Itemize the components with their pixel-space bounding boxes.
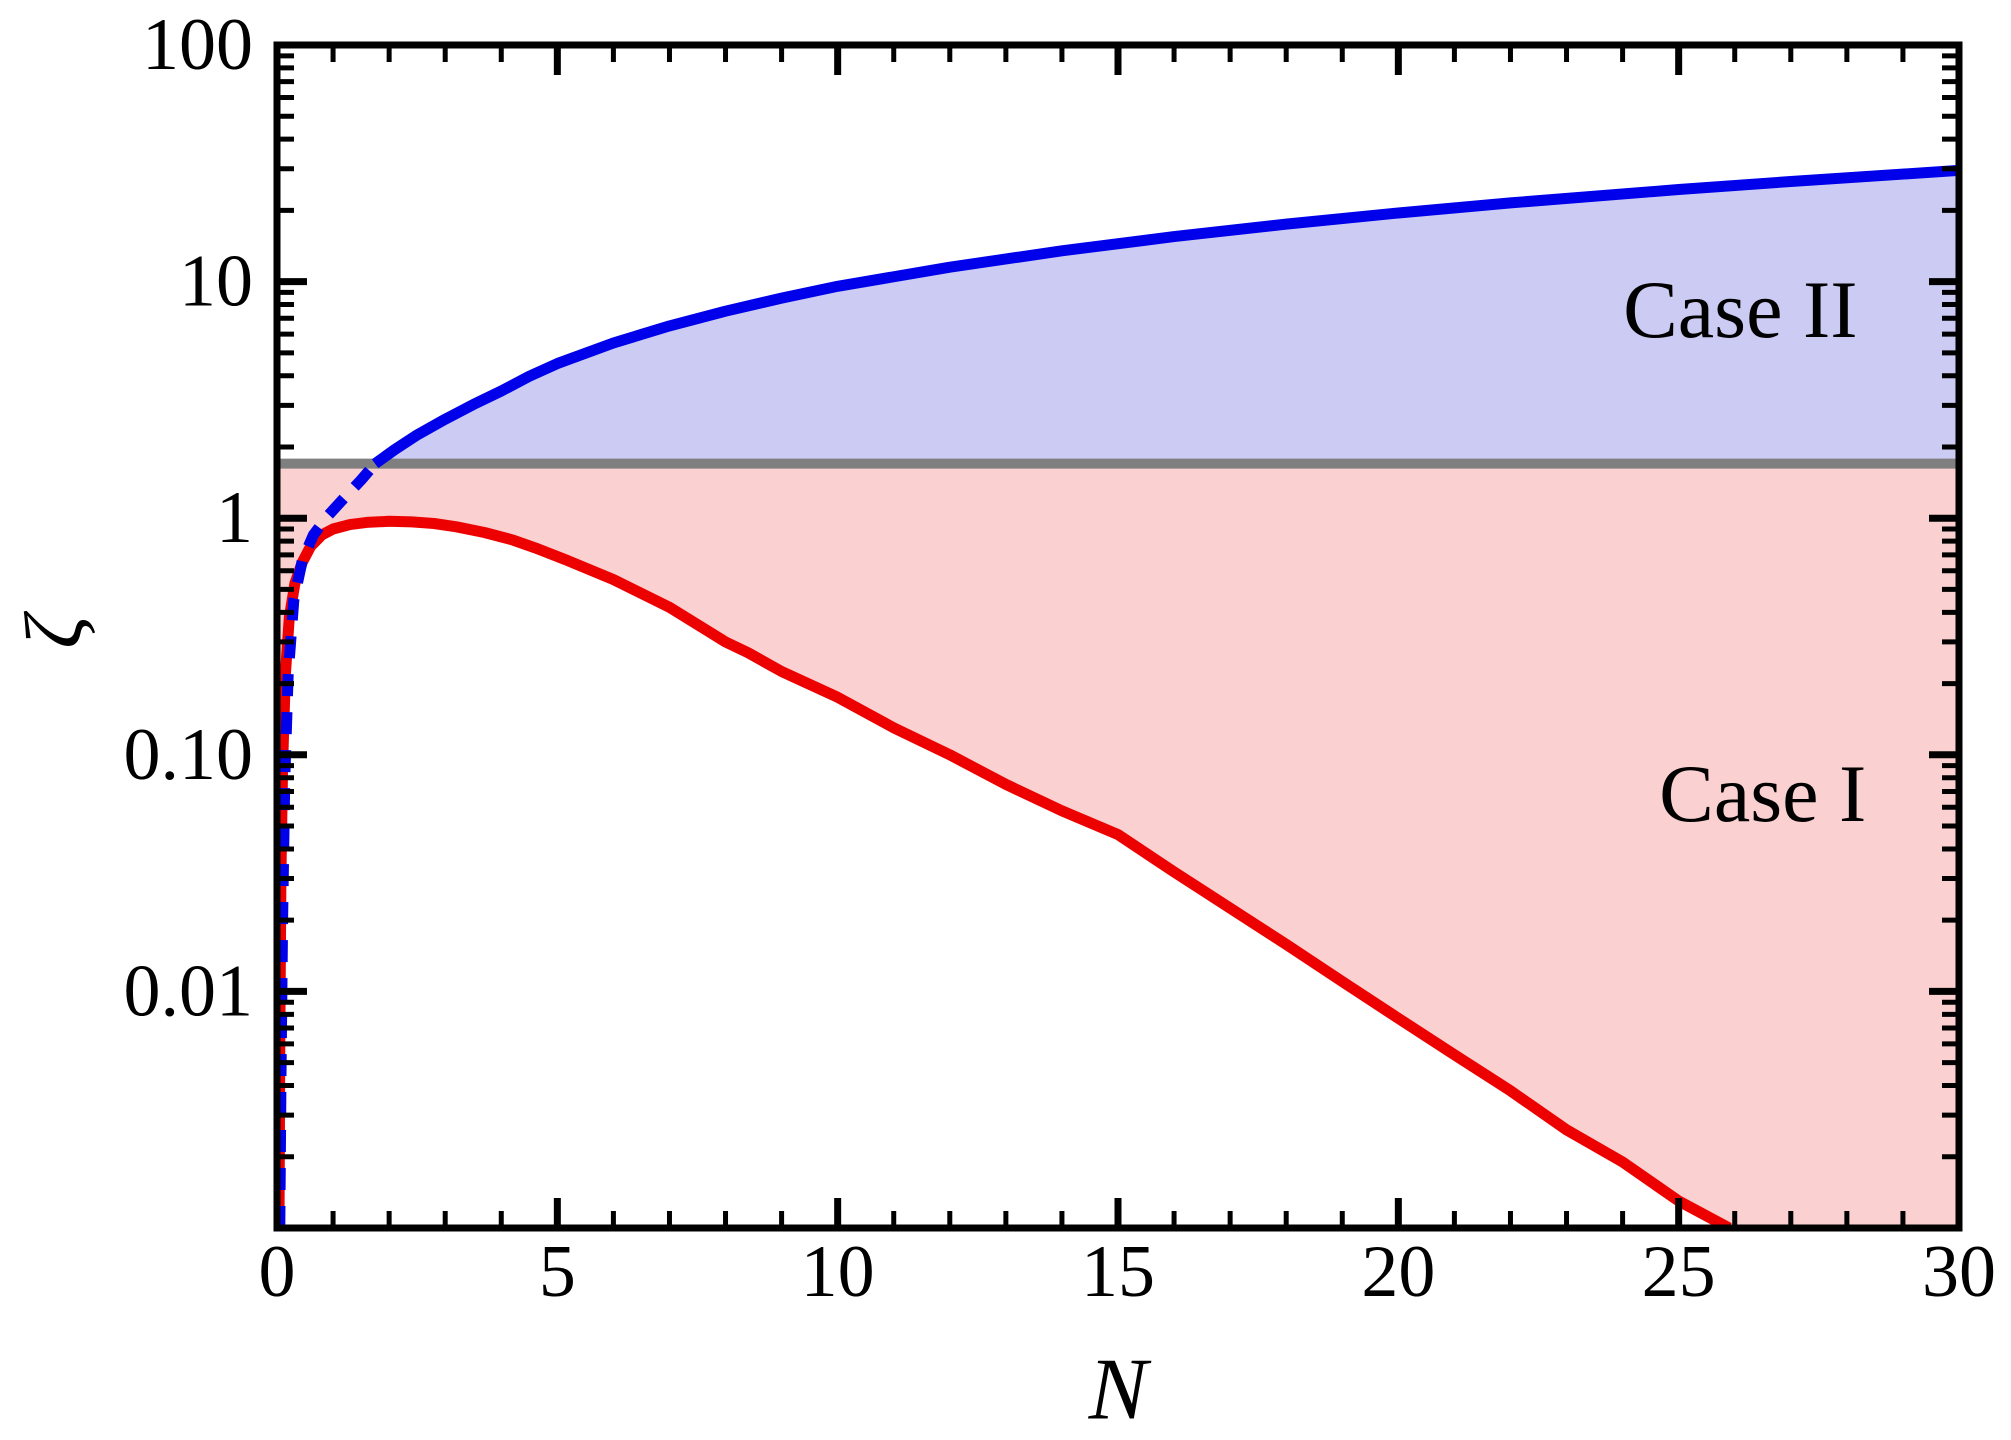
y-tick-label: 0.01: [124, 950, 254, 1032]
x-tick-label: 25: [1642, 1231, 1716, 1313]
case-ii-curve-dashed: [277, 460, 380, 1228]
y-tick-label: 10: [179, 241, 253, 323]
y-axis-label: ζ: [8, 615, 99, 649]
x-tick-label: 0: [259, 1231, 296, 1313]
y-tick-label: 0.10: [124, 714, 254, 796]
x-axis-label: N: [1088, 1341, 1148, 1439]
y-tick-label: 1: [216, 477, 253, 559]
case-i-fill: [277, 463, 1959, 1228]
x-tick-label: 20: [1361, 1231, 1435, 1313]
y-tick-label: 100: [142, 4, 253, 86]
case-ii-region-label: Case II: [1623, 263, 1858, 355]
x-tick-label: 15: [1081, 1231, 1155, 1313]
x-tick-label: 5: [539, 1231, 576, 1313]
case-ii-fill: [375, 170, 1959, 464]
case-i-region-label: Case I: [1659, 748, 1867, 840]
x-tick-label: 10: [801, 1231, 875, 1313]
x-tick-label: 30: [1922, 1231, 1996, 1313]
case-ii-curve-solid: [371, 164, 1959, 469]
